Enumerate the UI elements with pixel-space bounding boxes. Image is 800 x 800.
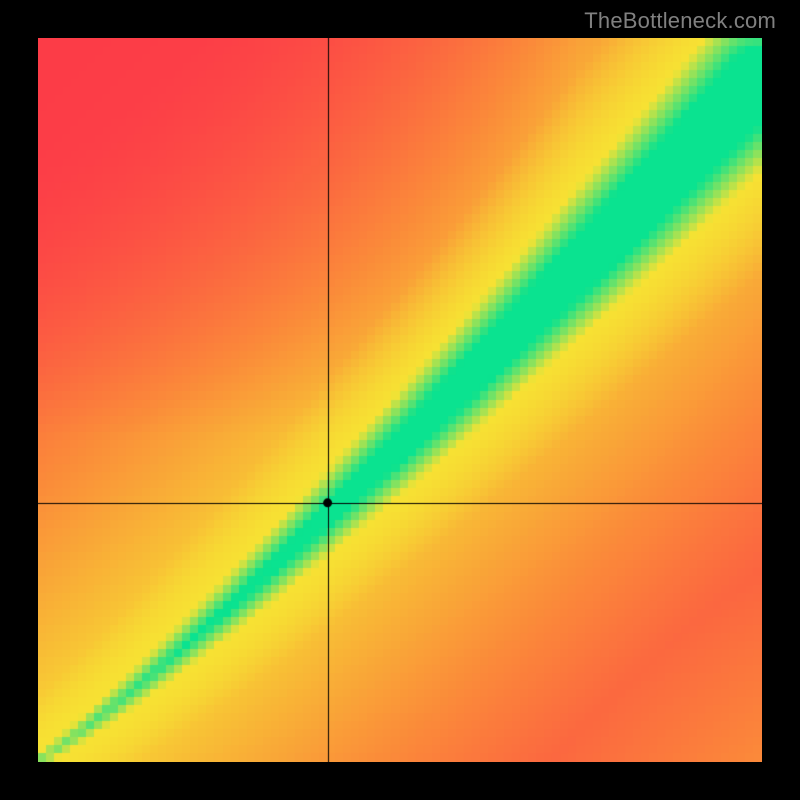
- chart-container: TheBottleneck.com: [0, 0, 800, 800]
- watermark-label: TheBottleneck.com: [584, 8, 776, 34]
- heatmap-plot: [38, 38, 762, 762]
